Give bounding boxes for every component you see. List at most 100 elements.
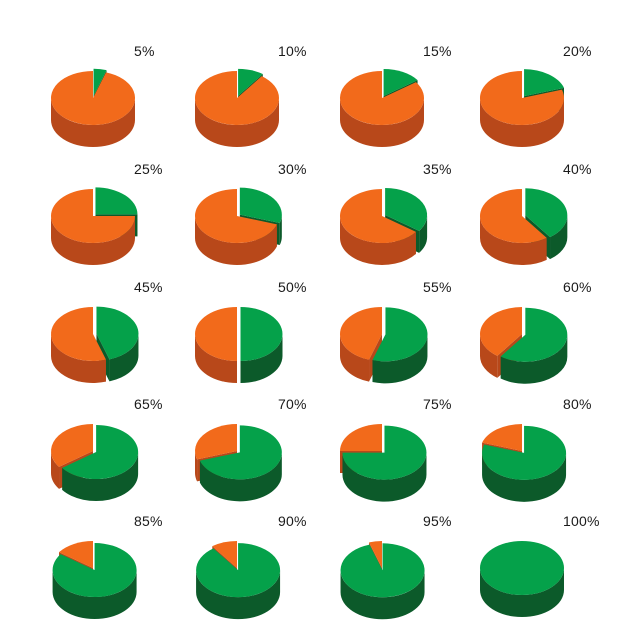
pie-chart-85: 85%: [18, 510, 168, 626]
pie-chart-45: 45%: [18, 276, 168, 392]
orange-slice-top: [340, 424, 382, 451]
green-slice-top: [95, 187, 138, 215]
percent-label: 60%: [563, 279, 592, 295]
pie-svg-5: [51, 68, 136, 147]
orange-slice-side: [480, 334, 498, 378]
green-slice-side: [240, 334, 283, 383]
orange-slice-side: [50, 334, 106, 384]
percent-label: 50%: [278, 279, 307, 295]
green-slice-side: [196, 570, 281, 620]
pie-svg-65: [50, 424, 139, 502]
pie-svg-80: [482, 424, 567, 502]
green-slice-top: [340, 543, 425, 598]
orange-slice-side: [340, 98, 424, 147]
pie-chart-15: 15%: [307, 40, 457, 156]
green-slice-top: [52, 543, 137, 598]
orange-slice-top: [51, 71, 136, 126]
orange-slice-side: [480, 216, 547, 265]
pie-chart-95: 95%: [307, 510, 457, 626]
green-slice-side: [109, 333, 139, 382]
pie-chart-70: 70%: [162, 393, 312, 509]
green-slice-side: [482, 452, 567, 502]
pie-chart-5: 5%: [18, 40, 168, 156]
green-slice-top: [96, 306, 139, 360]
pie-svg-30: [194, 187, 282, 265]
orange-slice-top: [194, 71, 279, 125]
pie-chart-55: 55%: [307, 276, 457, 392]
orange-slice-top: [479, 189, 547, 243]
orange-slice-top: [479, 71, 564, 125]
orange-slice-side: [195, 216, 277, 265]
pie-chart-40: 40%: [447, 158, 597, 274]
orange-slice-side: [340, 216, 416, 266]
percent-label: 100%: [563, 513, 600, 529]
pie-chart-30: 30%: [162, 158, 312, 274]
green-slice-top: [196, 543, 281, 598]
green-slice-side: [342, 452, 427, 502]
orange-slice-top: [194, 189, 277, 243]
pie-svg-45: [50, 306, 139, 384]
pie-chart-20: 20%: [447, 40, 597, 156]
green-slice-top: [240, 307, 283, 361]
green-slice-top: [525, 188, 568, 238]
pie-svg-100: [480, 541, 564, 617]
green-slice-top: [342, 425, 427, 480]
orange-slice-top: [51, 307, 106, 361]
green-slice-top: [482, 425, 567, 480]
green-slice-side: [500, 334, 568, 384]
orange-slice-top: [195, 307, 237, 361]
percent-label: 80%: [563, 396, 592, 412]
percent-label: 90%: [278, 513, 307, 529]
pie-chart-10: 10%: [162, 40, 312, 156]
orange-slice-top: [339, 307, 382, 360]
orange-slice-side: [51, 216, 135, 265]
pie-svg-10: [194, 68, 279, 147]
orange-slice-side: [480, 98, 564, 147]
percent-label: 10%: [278, 43, 307, 59]
pie-svg-25: [51, 187, 138, 265]
pie-chart-80: 80%: [447, 393, 597, 509]
percent-label: 70%: [278, 396, 307, 412]
pie-svg-85: [52, 541, 137, 620]
pie-chart-35: 35%: [307, 158, 457, 274]
percent-label: 55%: [423, 279, 452, 295]
orange-slice-side: [195, 98, 279, 147]
percent-label: 30%: [278, 161, 307, 177]
green-slice-top: [372, 307, 428, 362]
orange-slice-side: [340, 334, 370, 382]
percent-label: 5%: [134, 43, 155, 59]
orange-slice-side: [51, 98, 135, 147]
pie-chart-90: 90%: [162, 510, 312, 626]
green-slice-top: [238, 68, 263, 96]
green-slice-side: [340, 570, 425, 620]
orange-slice-side: [195, 451, 198, 482]
percent-label: 35%: [423, 161, 452, 177]
green-slice-side: [550, 215, 568, 260]
green-slice-top: [524, 69, 564, 97]
pie-chart-65: 65%: [18, 393, 168, 509]
orange-slice-side: [195, 334, 237, 383]
pie-chart-50: 50%: [162, 276, 312, 392]
orange-slice-side: [50, 451, 60, 489]
percent-label: 20%: [563, 43, 592, 59]
orange-slice-top: [340, 189, 416, 243]
green-slice-side: [199, 452, 282, 502]
orange-slice-top: [59, 541, 93, 568]
percent-label: 15%: [423, 43, 452, 59]
orange-slice-top: [340, 71, 425, 125]
pie-chart-25: 25%: [18, 158, 168, 274]
orange-slice-top: [50, 424, 93, 467]
pie-svg-40: [479, 188, 568, 265]
percent-label: 25%: [134, 161, 163, 177]
green-slice-top: [500, 307, 568, 362]
orange-slice-top: [195, 424, 237, 460]
pie-chart-75: 75%: [307, 393, 457, 509]
pie-svg-90: [196, 541, 281, 620]
pie-chart-100: 100%: [447, 510, 600, 626]
pie-svg-75: [340, 424, 427, 502]
pie-svg-95: [340, 541, 425, 620]
percent-label: 85%: [134, 513, 163, 529]
percent-label: 95%: [423, 513, 452, 529]
pie-svg-50: [195, 307, 283, 383]
